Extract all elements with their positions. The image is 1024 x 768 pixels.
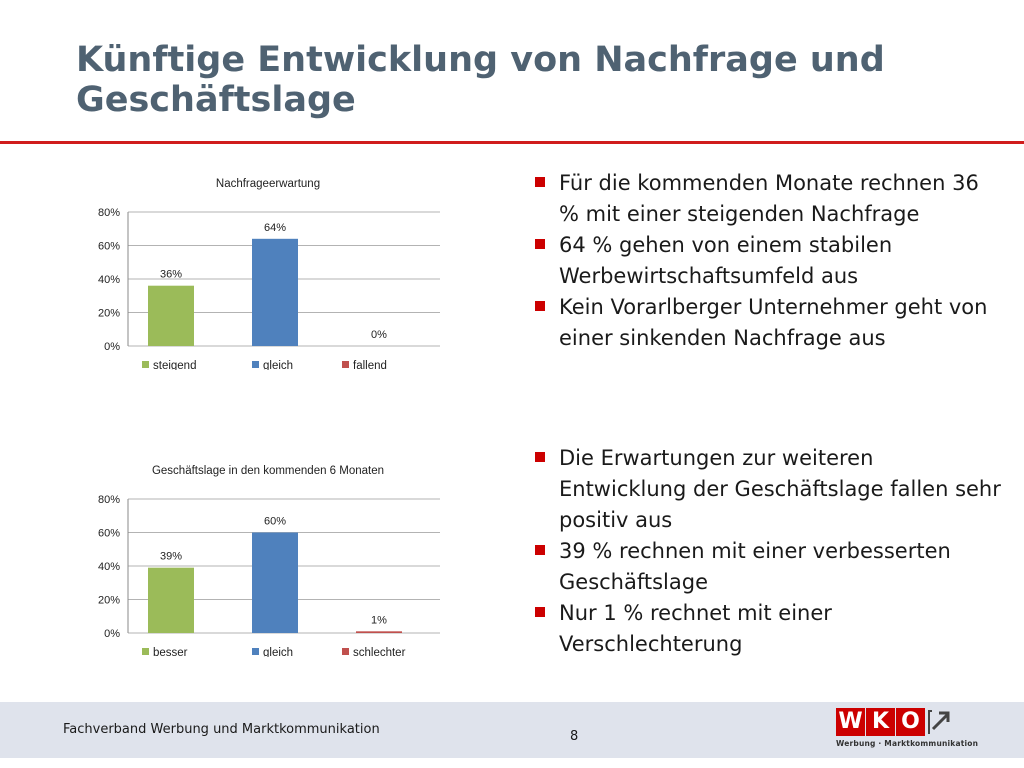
chart-title: Geschäftslage in den kommenden 6 Monaten xyxy=(152,465,384,477)
logo-letter: K xyxy=(866,708,895,736)
bar-besser xyxy=(148,567,194,633)
page-number: 8 xyxy=(570,729,579,744)
data-label: 39% xyxy=(160,551,182,563)
bullet-text: Für die kommenden Monate rechnen 36 % mi… xyxy=(559,171,979,226)
y-tick-label: 20% xyxy=(98,595,120,607)
legend-swatch xyxy=(142,648,149,655)
bullet-item: 64 % gehen von einem stabilen Werbewirts… xyxy=(535,230,1005,292)
bullet-item: Für die kommenden Monate rechnen 36 % mi… xyxy=(535,168,1005,230)
bullet-square-icon xyxy=(535,452,545,462)
legend-label: schlechter xyxy=(353,647,406,657)
y-tick-label: 80% xyxy=(98,207,120,219)
data-label: 1% xyxy=(371,614,387,626)
chart-nachfrageerwartung: Nachfrageerwartung 0% 20% 40% 60% 80% 36% 64% 0%… xyxy=(80,170,450,370)
footer-bar: Fachverband Werbung und Marktkommunikati… xyxy=(0,702,1024,758)
bullet-item: Nur 1 % rechnet mit einer Verschlechteru… xyxy=(535,598,1005,660)
logo-letter: W xyxy=(836,708,865,736)
legend-label: besser xyxy=(153,647,188,657)
y-tick-label: 60% xyxy=(98,528,120,540)
chart-title: Nachfrageerwartung xyxy=(216,178,320,190)
bullet-square-icon xyxy=(535,301,545,311)
title-divider xyxy=(0,141,1024,144)
data-label: 0% xyxy=(371,329,387,341)
y-tick-label: 40% xyxy=(98,274,120,286)
bullet-text: 64 % gehen von einem stabilen Werbewirts… xyxy=(559,233,893,288)
bar-schlechter xyxy=(356,631,402,633)
logo-arrow-icon xyxy=(926,708,952,736)
legend-swatch xyxy=(142,361,149,368)
logo-subtitle: Werbung · Marktkommunikation xyxy=(836,739,979,748)
bullet-square-icon xyxy=(535,177,545,187)
bullet-square-icon xyxy=(535,545,545,555)
bullet-square-icon xyxy=(535,607,545,617)
bullet-text: Nur 1 % rechnet mit einer Verschlechteru… xyxy=(559,601,832,656)
slide-title-line-1: Künftige Entwicklung von Nachfrage und xyxy=(76,40,885,80)
legend-swatch xyxy=(252,648,259,655)
y-tick-label: 40% xyxy=(98,561,120,573)
legend-label: gleich xyxy=(263,360,293,370)
y-tick-label: 0% xyxy=(104,341,120,353)
legend-swatch xyxy=(342,361,349,368)
data-label: 64% xyxy=(264,222,286,234)
legend-swatch xyxy=(342,648,349,655)
y-tick-label: 20% xyxy=(98,308,120,320)
y-tick-label: 80% xyxy=(98,494,120,506)
bullet-item: Die Erwartungen zur weiteren Entwicklung… xyxy=(535,443,1005,536)
slide-title-line-2: Geschäftslage xyxy=(76,80,356,120)
wko-logo: W K O Werbung · Marktkommunikation xyxy=(836,708,979,752)
bullet-item: Kein Vorarlberger Unternehmer geht von e… xyxy=(535,292,1005,354)
bullet-text: Die Erwartungen zur weiteren Entwicklung… xyxy=(559,446,1001,532)
data-label: 60% xyxy=(264,516,286,528)
bullet-text: Kein Vorarlberger Unternehmer geht von e… xyxy=(559,295,988,350)
chart-geschaeftslage: Geschäftslage in den kommenden 6 Monaten… xyxy=(80,457,450,657)
legend-swatch xyxy=(252,361,259,368)
bar-gleich xyxy=(252,238,298,346)
y-tick-label: 60% xyxy=(98,241,120,253)
data-label: 36% xyxy=(160,269,182,281)
chart-nachfrage-svg: Nachfrageerwartung 0% 20% 40% 60% 80% 36% 64% 0%… xyxy=(98,178,440,370)
legend-label: gleich xyxy=(263,647,293,657)
bullet-text: 39 % rechnen mit einer verbesserten Gesc… xyxy=(559,539,951,594)
legend-label: fallend xyxy=(353,360,387,370)
bullet-list-geschaeftslage: Die Erwartungen zur weiteren Entwicklung… xyxy=(535,443,1005,660)
bullet-list-nachfrage: Für die kommenden Monate rechnen 36 % mi… xyxy=(535,168,1005,354)
slide-title: Künftige Entwicklung von Nachfrage und G… xyxy=(76,40,976,120)
bullet-item: 39 % rechnen mit einer verbesserten Gesc… xyxy=(535,536,1005,598)
chart-geschaeftslage-svg: Geschäftslage in den kommenden 6 Monaten… xyxy=(98,465,440,657)
logo-letter: O xyxy=(896,708,925,736)
bar-steigend xyxy=(148,285,194,346)
bar-gleich xyxy=(252,532,298,633)
legend-label: steigend xyxy=(153,360,196,370)
y-tick-label: 0% xyxy=(104,628,120,640)
bullet-square-icon xyxy=(535,239,545,249)
footer-organisation: Fachverband Werbung und Marktkommunikati… xyxy=(63,722,380,737)
